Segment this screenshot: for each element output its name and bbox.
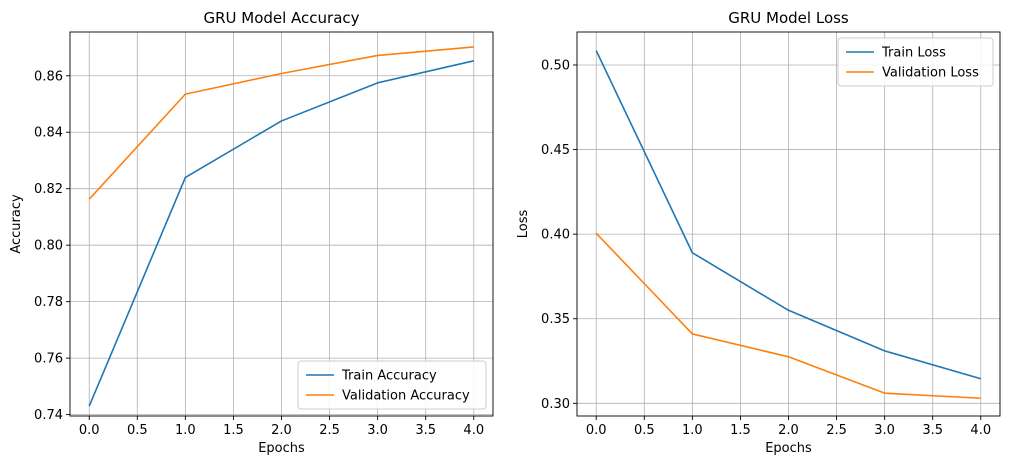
y-tick-label: 0.76: [34, 352, 63, 367]
loss-y-axis-label: Loss: [516, 210, 531, 239]
legend-box: [297, 360, 487, 410]
loss-chart-title: GRU Model Loss: [728, 9, 849, 27]
y-tick-label: 0.35: [541, 312, 570, 327]
accuracy-legend: Train Accuracy Validation Accuracy: [297, 360, 487, 410]
y-tick-label: 0.30: [541, 397, 570, 412]
series-line-validation-accuracy: [88, 46, 474, 200]
x-tick-label: 1.0: [682, 423, 703, 438]
y-tick-label: 0.45: [541, 143, 570, 158]
accuracy-x-axis-label: Epochs: [258, 441, 305, 456]
accuracy-chart-title: GRU Model Accuracy: [203, 9, 359, 27]
x-tick-label: 0.0: [79, 423, 100, 438]
x-tick-label: 1.0: [175, 423, 196, 438]
y-tick-label: 0.50: [541, 58, 570, 73]
x-tick-label: 3.5: [415, 423, 436, 438]
y-tick-label: 0.74: [34, 408, 63, 423]
x-tick-label: 2.0: [271, 423, 292, 438]
y-tick-label: 0.40: [541, 228, 570, 243]
y-tick-label: 0.86: [34, 69, 63, 84]
x-tick-label: 3.0: [367, 423, 388, 438]
legend-label-train-loss: Train Loss: [881, 46, 946, 61]
x-tick-label: 2.5: [826, 423, 847, 438]
x-tick-label: 1.5: [730, 423, 751, 438]
accuracy-y-axis-label: Accuracy: [9, 194, 24, 254]
y-tick-label: 0.78: [34, 295, 63, 310]
series-line-train-accuracy: [88, 60, 474, 407]
legend-label-train-accuracy: Train Accuracy: [341, 369, 437, 384]
x-tick-label: 4.0: [970, 423, 991, 438]
legend-label-validation-accuracy: Validation Accuracy: [342, 389, 470, 404]
x-tick-label: 3.0: [874, 423, 895, 438]
loss-chart: 0.0 0.5 1.0 1.5 2.0 2.5 3.0 3.5 4.0 0.30 0.35 0.40 0…: [516, 9, 1001, 456]
x-tick-label: 0.5: [634, 423, 655, 438]
series-line-validation-loss: [595, 232, 981, 400]
legend-label-validation-loss: Validation Loss: [882, 66, 979, 81]
x-tick-label: 2.0: [778, 423, 799, 438]
x-tick-label: 0.5: [127, 423, 148, 438]
x-tick-label: 4.0: [463, 423, 484, 438]
x-tick-label: 2.5: [319, 423, 340, 438]
y-tick-label: 0.84: [34, 126, 63, 141]
x-tick-label: 0.0: [586, 423, 607, 438]
accuracy-grid: [70, 32, 493, 416]
x-tick-label: 3.5: [922, 423, 943, 438]
loss-x-axis-label: Epochs: [765, 441, 812, 456]
series-line-train-loss: [595, 50, 981, 380]
loss-legend: Train Loss Validation Loss: [837, 37, 994, 87]
y-tick-label: 0.82: [34, 182, 63, 197]
accuracy-chart: 0.0 0.5 1.0 1.5 2.0 2.5 3.0 3.5 4.0 0.74 0.76 0.78 0…: [9, 9, 494, 456]
x-tick-label: 1.5: [223, 423, 244, 438]
legend-box: [837, 37, 994, 87]
y-tick-label: 0.80: [34, 239, 63, 254]
